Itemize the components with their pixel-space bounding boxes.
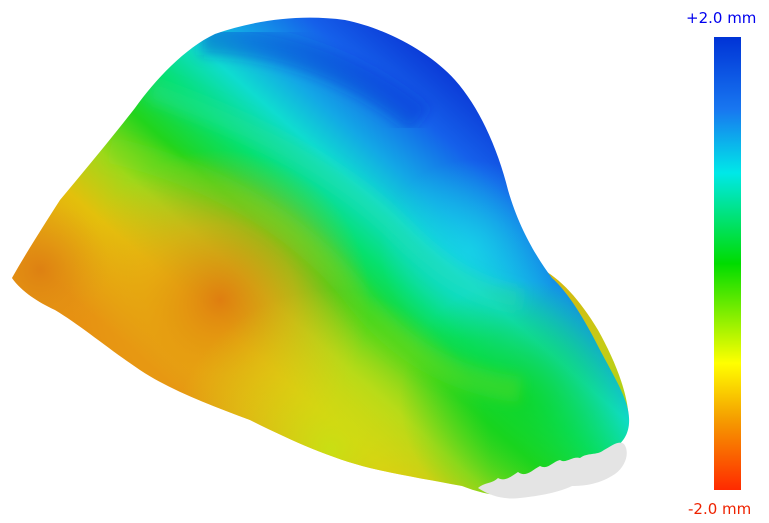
color-scale-bar [714,37,741,490]
unmeasured-region [478,442,627,499]
scale-min-label: -2.0 mm [688,500,752,518]
scale-max-label: +2.0 mm [686,9,757,27]
